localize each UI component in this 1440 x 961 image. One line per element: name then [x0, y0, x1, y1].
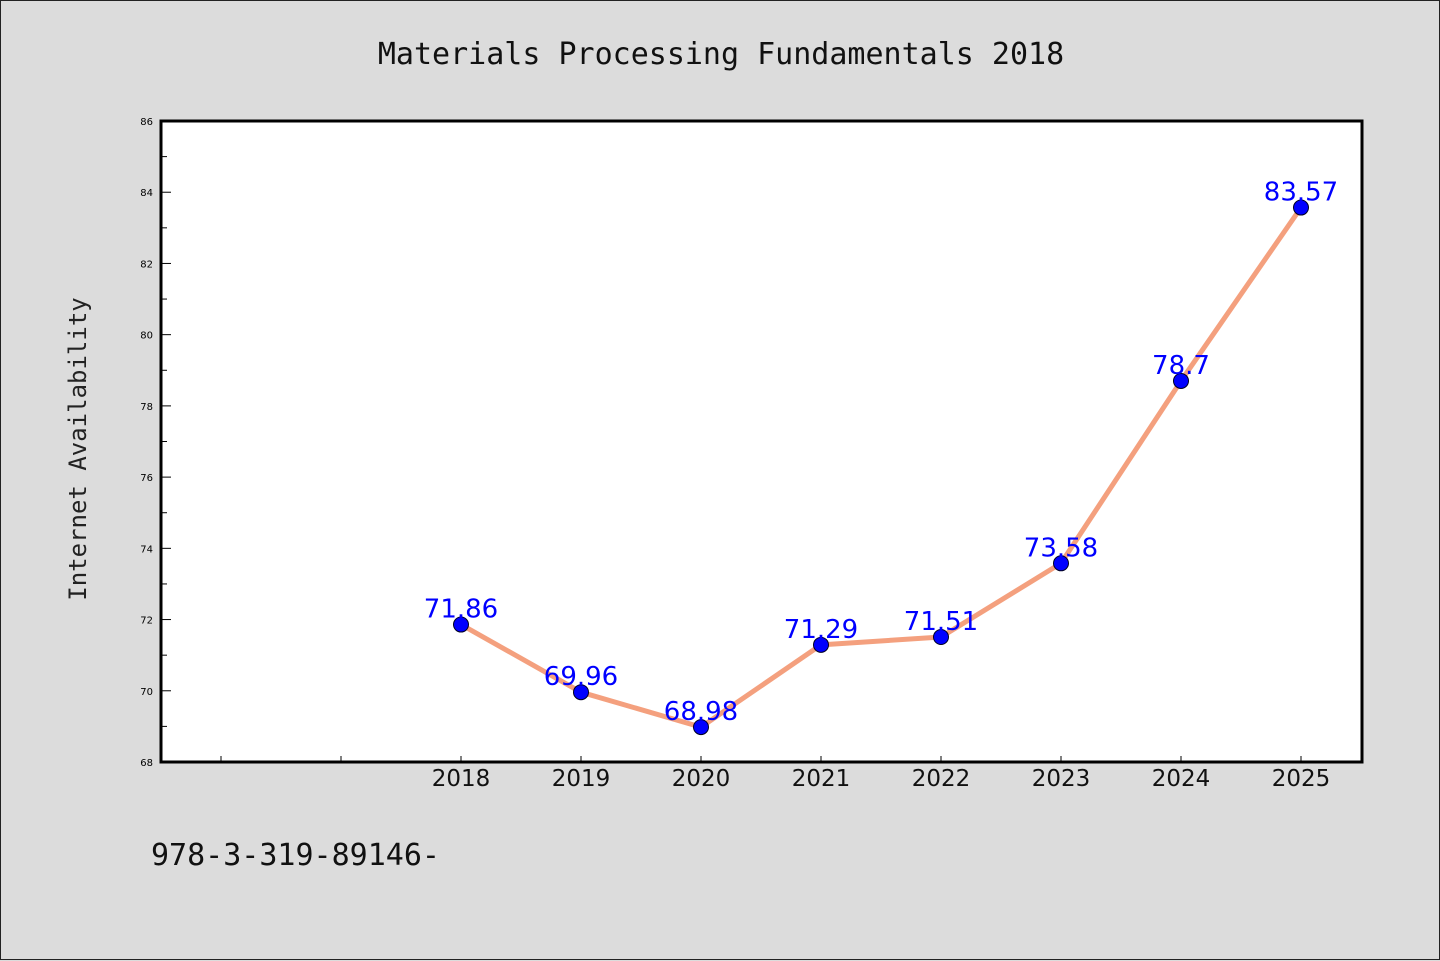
- y-tick-label: 72: [140, 616, 153, 627]
- data-label: 71.29: [784, 615, 858, 645]
- data-label: 71.51: [904, 607, 978, 637]
- x-tick-label: 2023: [1032, 766, 1091, 792]
- data-point: [1053, 555, 1069, 572]
- y-axis: 68 70 72 74 76 78 80 82 84 86: [140, 117, 171, 769]
- y-tick-label: 78: [140, 402, 153, 413]
- series-layer: 71.86 69.96 68.98 71.29 71.51 73.58 78.7 83.57: [424, 178, 1338, 736]
- y-tick-label: 76: [140, 473, 153, 484]
- data-point: [693, 719, 709, 736]
- data-point: [1293, 199, 1309, 216]
- footnote-isbn: 978-3-319-89146-: [151, 838, 440, 873]
- x-tick-label: 2019: [552, 766, 611, 792]
- data-point: [933, 629, 949, 646]
- y-tick-label: 82: [140, 259, 153, 270]
- data-point: [453, 616, 469, 633]
- data-point: [573, 684, 589, 701]
- x-tick-label: 2024: [1152, 766, 1211, 792]
- x-tick-label: 2018: [432, 766, 491, 792]
- data-label: 68.98: [664, 697, 738, 727]
- y-tick-label: 84: [140, 188, 153, 199]
- y-tick-label: 86: [140, 117, 153, 128]
- data-label: 69.96: [544, 662, 618, 692]
- data-point: [813, 636, 829, 653]
- x-axis: 2018 2019 2020 2021 2022 2023 2024 2025: [220, 756, 1331, 792]
- x-tick-label: 2025: [1272, 766, 1331, 792]
- x-tick-label: 2021: [792, 766, 851, 792]
- y-tick-label: 68: [140, 758, 153, 769]
- y-tick-label: 74: [140, 544, 153, 555]
- data-label: 83.57: [1264, 178, 1338, 208]
- data-point: [1173, 372, 1189, 389]
- y-tick-label: 70: [140, 687, 153, 698]
- x-tick-label: 2020: [672, 766, 731, 792]
- y-axis-label: Internet Availability: [64, 297, 92, 600]
- data-label: 73.58: [1024, 533, 1098, 563]
- chart-title: Materials Processing Fundamentals 2018: [378, 37, 1064, 72]
- x-tick-label: 2022: [912, 766, 971, 792]
- series-line: [458, 205, 1304, 730]
- data-label: 78.7: [1152, 351, 1210, 381]
- plot-area: [159, 119, 1364, 764]
- data-label: 71.86: [424, 595, 498, 625]
- y-tick-label: 80: [140, 331, 153, 342]
